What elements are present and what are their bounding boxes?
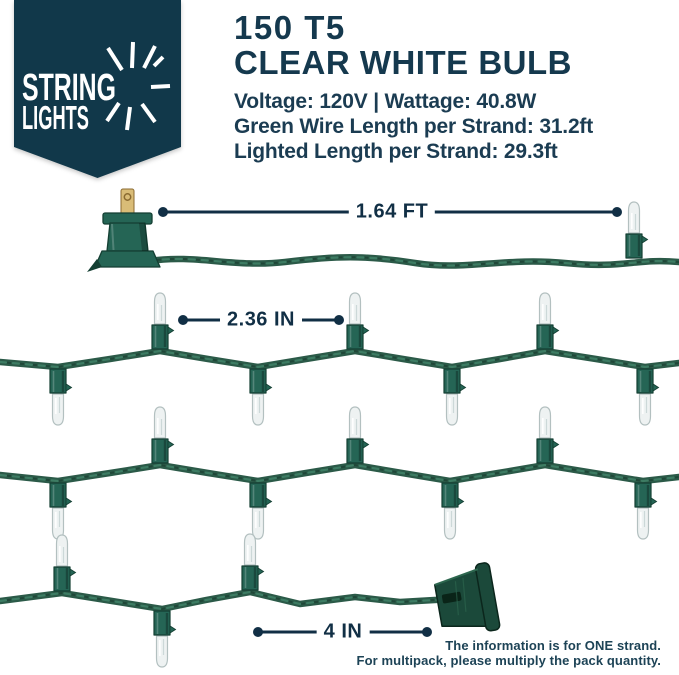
measurement-label-plug-to-first-bulb: 1.64 FT xyxy=(348,200,436,224)
wire-strand-1 xyxy=(146,254,679,269)
light-bulb-up xyxy=(536,406,560,464)
strand-note: The information is for ONE strand. For m… xyxy=(357,638,661,668)
light-bulb-down xyxy=(249,368,273,426)
light-bulb-down xyxy=(153,610,177,668)
header-block: 150 T5 CLEAR WHITE BULB Voltage: 120V | … xyxy=(234,10,674,164)
note-line-1: The information is for ONE strand. xyxy=(445,638,661,653)
note-line-2: For multipack, please multiply the pack … xyxy=(356,653,661,668)
wire-strand-3 xyxy=(0,461,679,485)
light-bulb-down xyxy=(441,482,465,540)
measurement-dot xyxy=(158,207,168,217)
banner-pennant-shape xyxy=(14,0,181,178)
brand-banner: STRING LIGHTS xyxy=(14,0,181,178)
spec-voltage-wattage: Voltage: 120V | Wattage: 40.8W xyxy=(234,90,537,113)
product-title: 150 T5 xyxy=(234,9,346,46)
wire-strand-4 xyxy=(0,588,456,613)
measurement-label-end-tail: 4 IN xyxy=(316,620,370,644)
measurement-dot xyxy=(334,315,344,325)
light-bulb-down xyxy=(636,368,660,426)
light-bulb-up xyxy=(151,292,175,350)
measurement-dot xyxy=(612,207,622,217)
light-bulb-up xyxy=(346,406,370,464)
product-subtitle: CLEAR WHITE BULB xyxy=(234,44,572,81)
light-bulb-up xyxy=(241,533,265,591)
wire-strand-2 xyxy=(0,347,679,371)
light-bulb-down xyxy=(49,482,73,540)
spec-lighted-length: Lighted Length per Strand: 29.3ft xyxy=(234,140,558,163)
spec-wire-length: Green Wire Length per Strand: 31.2ft xyxy=(234,115,594,138)
male-plug-illustration xyxy=(87,188,161,272)
brand-name-lights: LIGHTS xyxy=(22,99,89,136)
measurement-dot xyxy=(178,315,188,325)
spec-list: Voltage: 120V | Wattage: 40.8W Green Wir… xyxy=(234,89,674,164)
measurement-dot xyxy=(253,627,263,637)
light-bulb-up xyxy=(536,292,560,350)
light-bulb-down xyxy=(249,482,273,540)
brand-name-string: STRING xyxy=(22,67,116,109)
light-bulb-down xyxy=(634,482,658,540)
light-bulb-down xyxy=(443,368,467,426)
light-bulb-up xyxy=(151,406,175,464)
light-bulb-up xyxy=(346,292,370,350)
light-bulb-up xyxy=(625,201,649,259)
measurement-label-bulb-spacing: 2.36 IN xyxy=(220,308,302,332)
light-bulb-up xyxy=(53,534,77,592)
light-bulb-down xyxy=(49,368,73,426)
starburst-icon xyxy=(105,41,171,131)
measurement-dot xyxy=(422,627,432,637)
end-connector-illustration xyxy=(433,562,501,632)
